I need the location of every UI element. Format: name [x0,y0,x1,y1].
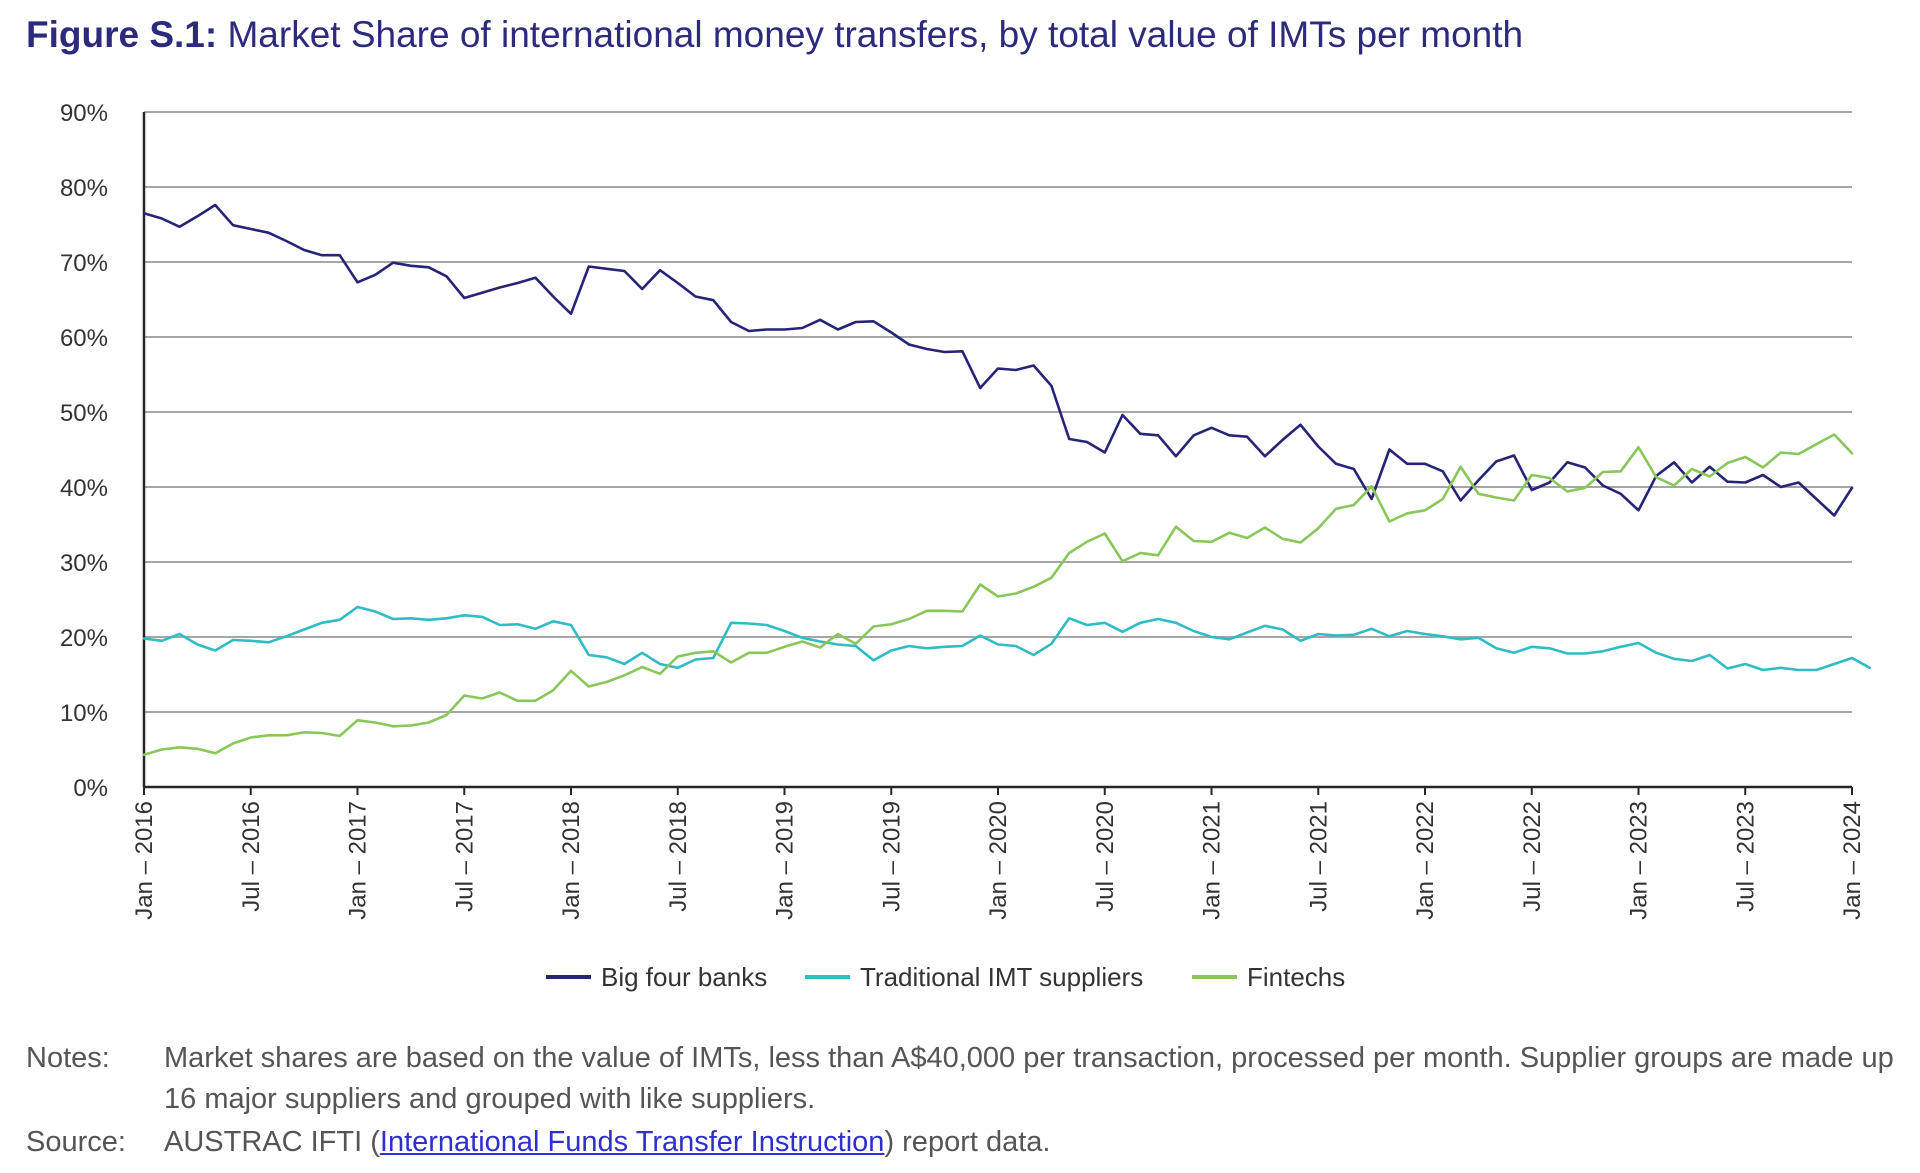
y-tick-label: 60% [60,325,108,352]
y-tick-label: 30% [60,550,108,577]
y-tick-label: 50% [60,400,108,427]
series-line-big-four-banks [142,203,1854,517]
notes-text: Market shares are based on the value of … [164,1042,1894,1115]
notes-label: Notes: [26,1042,110,1074]
x-tick-label: Jul – 2022 [1519,801,1546,912]
x-tick-label: Jan – 2020 [985,801,1012,920]
legend-label-traditional-imt-suppliers: Traditional IMT suppliers [860,962,1143,992]
x-tick-label: Jul – 2016 [238,801,265,912]
x-tick-label: Jan – 2022 [1412,801,1439,920]
source-suffix: ) report data. [884,1126,1051,1158]
y-tick-label: 40% [60,475,108,502]
x-tick-label: Jul – 2023 [1732,801,1759,912]
figure-title-text: Market Share of international money tran… [227,14,1524,55]
x-tick-label: Jan – 2018 [558,801,585,920]
x-axis-ticks: Jan – 2016 Jul – 2016 Jan – 2017 Jul – 2017… [131,787,1866,920]
y-tick-label: 80% [60,175,108,202]
chart-series [142,203,1872,757]
figure-title: Figure S.1: Market Share of internationa… [26,14,1523,56]
source-prefix: AUSTRAC IFTI ( [164,1126,380,1158]
line-chart: 0% 10% 20% 30% 40% 50% 60% 70% 80% 90% Jan – 2016… [60,100,1872,992]
source: Source: AUSTRAC IFTI (International Funds… [26,1122,1904,1163]
y-tick-label: 10% [60,700,108,727]
x-tick-label: Jan – 2024 [1839,801,1866,920]
chart-axes [142,112,1852,789]
y-tick-label: 20% [60,625,108,652]
notes: Notes: Market shares are based on the val… [26,1038,1904,1120]
y-axis-ticks: 0% 10% 20% 30% 40% 50% 60% 70% 80% 90% [60,100,108,802]
x-tick-label: Jan – 2019 [772,801,799,920]
chart-legend: Big four banks Traditional IMT suppliers F… [546,962,1345,992]
legend-label-big-four-banks: Big four banks [601,962,767,992]
x-tick-label: Jul – 2021 [1305,801,1332,912]
y-tick-label: 90% [60,100,108,127]
x-tick-label: Jan – 2021 [1199,801,1226,920]
y-tick-label: 70% [60,250,108,277]
x-tick-label: Jan – 2017 [345,801,372,920]
x-tick-label: Jan – 2023 [1626,801,1653,920]
source-link[interactable]: International Funds Transfer Instruction [379,1126,885,1158]
x-tick-label: Jul – 2018 [665,801,692,912]
x-tick-label: Jul – 2017 [451,801,478,912]
chart-gridlines [144,111,1852,713]
x-tick-label: Jan – 2016 [131,801,158,920]
x-tick-label: Jul – 2020 [1092,801,1119,912]
y-tick-label: 0% [73,775,108,802]
series-line-traditional-imt-suppliers [142,605,1872,672]
source-label: Source: [26,1126,126,1158]
figure-label: Figure S.1: [26,14,218,55]
x-tick-label: Jul – 2019 [878,801,905,912]
legend-label-fintechs: Fintechs [1247,962,1345,992]
series-line-fintechs [142,433,1854,757]
